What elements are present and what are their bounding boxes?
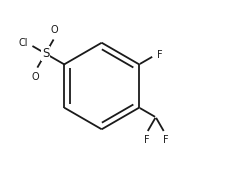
Text: F: F <box>162 135 168 145</box>
Text: F: F <box>143 135 149 145</box>
Text: S: S <box>42 47 49 60</box>
Text: Cl: Cl <box>19 38 28 48</box>
Text: O: O <box>51 25 58 35</box>
Text: F: F <box>156 50 161 60</box>
Text: O: O <box>32 72 39 82</box>
